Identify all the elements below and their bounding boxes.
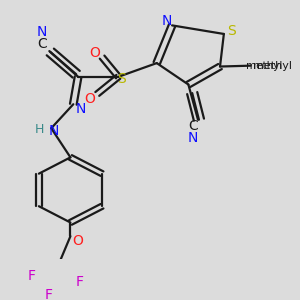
Text: O: O xyxy=(89,46,100,60)
Text: H: H xyxy=(35,123,44,136)
Text: N: N xyxy=(37,25,47,39)
Text: N: N xyxy=(49,124,59,138)
Text: F: F xyxy=(76,274,84,289)
Text: F: F xyxy=(44,288,52,300)
Text: methyl: methyl xyxy=(246,61,282,71)
Text: C: C xyxy=(37,37,46,51)
Text: O: O xyxy=(73,233,83,248)
Text: N: N xyxy=(161,14,172,28)
Text: S: S xyxy=(227,24,236,38)
Text: N: N xyxy=(188,131,198,145)
Text: C: C xyxy=(188,119,198,133)
Text: S: S xyxy=(117,72,126,86)
Text: N: N xyxy=(76,101,86,116)
Text: F: F xyxy=(28,269,36,284)
Text: methyl: methyl xyxy=(253,61,292,71)
Text: O: O xyxy=(84,92,95,106)
